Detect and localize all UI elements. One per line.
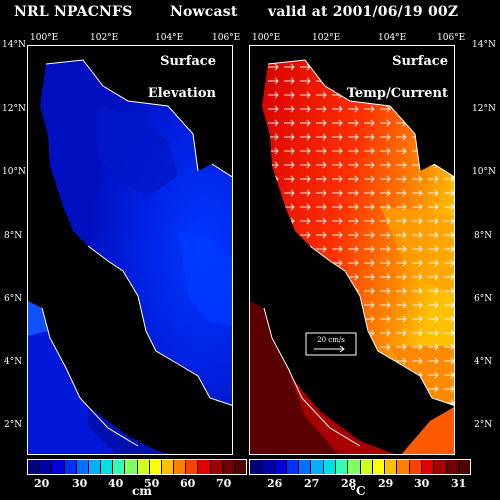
temp-title-line1: Surface xyxy=(392,54,448,69)
lat-tick-left-14: 14°N xyxy=(2,40,26,50)
temperature-colorbar-swatch-11 xyxy=(385,460,398,474)
elev-cbar-label-20: 20 xyxy=(34,477,50,490)
temp-cbar-label-28: 28 xyxy=(341,477,357,490)
temperature-colorbar-swatch-8 xyxy=(348,460,361,474)
elevation-colorbar-swatch-9 xyxy=(137,460,150,474)
elevation-unit: cm xyxy=(132,484,153,498)
elevation-colorbar-swatch-7 xyxy=(113,460,126,474)
elevation-colorbar-swatch-1 xyxy=(40,460,53,474)
temp-cbar-label-31: 31 xyxy=(451,477,467,490)
elevation-colorbar-swatch-3 xyxy=(64,460,77,474)
elevation-colorbar-swatch-17 xyxy=(234,460,247,474)
elev-cbar-label-50: 50 xyxy=(144,477,160,490)
elevation-map-graphic xyxy=(28,46,232,454)
temperature-colorbar-swatch-15 xyxy=(434,460,447,474)
elevation-colorbar-swatch-5 xyxy=(88,460,102,474)
temperature-colorbar-swatch-7 xyxy=(335,460,349,474)
elevation-colorbar-swatch-14 xyxy=(198,460,211,474)
current-scale-label: 20 cm/s xyxy=(317,336,345,344)
lon-tick-right-104: 104°E xyxy=(378,33,407,43)
temperature-colorbar-swatch-4 xyxy=(299,460,312,474)
elevation-title-line1: Surface xyxy=(160,54,216,69)
elevation-colorbar-swatch-16 xyxy=(222,460,235,474)
temperature-colorbar-swatch-6 xyxy=(323,460,336,474)
temperature-colorbar-swatch-5 xyxy=(311,460,324,474)
elevation-colorbar-swatch-15 xyxy=(210,460,223,474)
elevation-title-line2: Elevation xyxy=(147,86,216,101)
surface-temp-current-map[interactable]: Surface Temp/Current 20 cm/s xyxy=(249,45,455,455)
elevation-colorbar-swatch-13 xyxy=(186,460,199,474)
model-title: NRL NPACNFS xyxy=(14,4,133,20)
lat-tick-left-4: 4°N xyxy=(4,357,23,367)
elevation-colorbar-swatch-12 xyxy=(174,460,187,474)
temperature-colorbar xyxy=(249,459,471,475)
elevation-colorbar xyxy=(27,459,247,475)
temp-cbar-label-30: 30 xyxy=(414,477,430,490)
surface-elevation-map[interactable]: Surface Elevation xyxy=(27,45,233,455)
lon-tick-right-102: 102°E xyxy=(312,33,341,43)
temperature-colorbar-swatch-12 xyxy=(397,460,410,474)
lat-tick-right-2: 2°N xyxy=(474,420,493,430)
temperature-colorbar-swatch-16 xyxy=(446,460,459,474)
temperature-colorbar-swatch-10 xyxy=(372,460,386,474)
elevation-colorbar-swatch-11 xyxy=(161,460,175,474)
elevation-colorbar-swatch-2 xyxy=(52,460,65,474)
lon-tick-left-106: 106°E xyxy=(212,33,241,43)
valid-time: valid at 2001/06/19 00Z xyxy=(268,4,459,20)
temperature-colorbar-swatch-1 xyxy=(262,460,275,474)
lon-tick-right-100: 100°E xyxy=(252,33,281,43)
lat-tick-right-4: 4°N xyxy=(474,357,493,367)
temperature-colorbar-swatch-14 xyxy=(421,460,435,474)
elev-cbar-label-40: 40 xyxy=(108,477,124,490)
temp-title-line2: Temp/Current xyxy=(346,86,448,101)
lat-tick-right-12: 12°N xyxy=(472,104,496,114)
temperature-colorbar-swatch-13 xyxy=(409,460,422,474)
lat-tick-left-12: 12°N xyxy=(2,104,26,114)
lat-tick-left-8: 8°N xyxy=(4,231,23,241)
elevation-colorbar-swatch-0 xyxy=(28,460,41,474)
temp-cbar-label-26: 26 xyxy=(267,477,283,490)
lat-tick-right-14: 14°N xyxy=(472,40,496,50)
elevation-colorbar-swatch-8 xyxy=(125,460,138,474)
lat-tick-right-6: 6°N xyxy=(474,294,493,304)
temperature-colorbar-swatch-3 xyxy=(286,460,300,474)
temperature-colorbar-swatch-17 xyxy=(458,460,471,474)
elev-cbar-label-30: 30 xyxy=(72,477,88,490)
elev-cbar-label-70: 70 xyxy=(216,477,232,490)
lon-tick-left-100: 100°E xyxy=(30,33,59,43)
elevation-colorbar-swatch-4 xyxy=(76,460,89,474)
elevation-colorbar-swatch-10 xyxy=(149,460,162,474)
temp-cbar-label-29: 29 xyxy=(378,477,394,490)
lat-tick-right-10: 10°N xyxy=(472,167,496,177)
lat-tick-left-6: 6°N xyxy=(4,294,23,304)
temperature-colorbar-swatch-0 xyxy=(250,460,263,474)
elevation-colorbar-swatch-6 xyxy=(101,460,114,474)
lon-tick-left-102: 102°E xyxy=(90,33,119,43)
lat-tick-right-8: 8°N xyxy=(474,231,493,241)
forecast-mode: Nowcast xyxy=(170,4,238,20)
temperature-colorbar-swatch-2 xyxy=(274,460,287,474)
temp-cbar-label-27: 27 xyxy=(304,477,320,490)
temp-current-map-graphic xyxy=(250,46,454,454)
elev-cbar-label-60: 60 xyxy=(180,477,196,490)
temperature-unit: °C xyxy=(350,484,366,498)
lat-tick-left-10: 10°N xyxy=(2,167,26,177)
current-scale-arrow xyxy=(314,345,345,353)
lon-tick-left-104: 104°E xyxy=(155,33,184,43)
temperature-colorbar-swatch-9 xyxy=(360,460,373,474)
lon-tick-right-106: 106°E xyxy=(437,33,466,43)
lat-tick-left-2: 2°N xyxy=(4,420,23,430)
